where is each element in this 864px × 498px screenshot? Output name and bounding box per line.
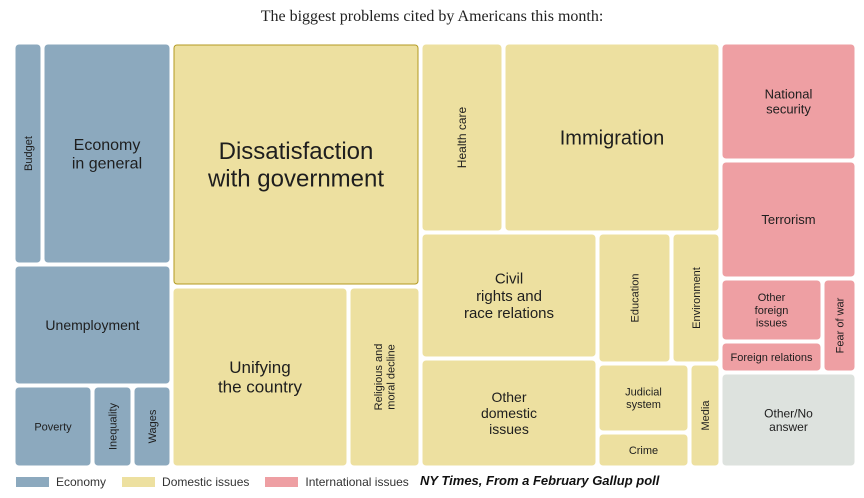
tile-label-health-care: Health care (455, 106, 469, 168)
tile-wages (134, 387, 170, 466)
legend-item-domestic: Domestic issues (122, 475, 249, 489)
legend-swatch-economy (16, 477, 49, 487)
tile-other-no-answer (722, 374, 855, 466)
tile-crime (599, 434, 688, 466)
tile-label-foreign-relations: Foreign relations (731, 352, 813, 364)
tile-label-other-domestic-issues: Other domestic issues (481, 389, 537, 437)
tile-label-crime: Crime (629, 445, 658, 457)
treemap-chart: Budget Economy in general Unemployment Pover… (15, 44, 855, 466)
tile-label-national-security: National security (765, 87, 813, 117)
tile-poverty (15, 387, 91, 466)
tile-civil-rights-and-race-relations (422, 234, 596, 357)
tile-label-education: Education (629, 274, 641, 323)
tile-national-security (722, 44, 855, 159)
tile-label-civil-rights-and-race-relations: Civil rights and race relations (464, 271, 554, 323)
tile-label-other-no-answer: Other/No answer (764, 406, 813, 434)
tile-label-economy-in-general: Economy in general (72, 137, 142, 172)
tile-label-media: Media (700, 400, 712, 431)
tile-foreign-relations (722, 343, 821, 371)
tile-other-foreign-issues (722, 280, 821, 340)
tile-budget (15, 44, 41, 263)
tile-label-dissatisfaction-with-government: Dissatisfaction with government (207, 138, 384, 193)
legend-label-domestic: Domestic issues (162, 475, 250, 489)
tile-other-domestic-issues (422, 360, 596, 466)
tile-label-inequality: Inequality (107, 402, 119, 450)
legend-label-international: International issues (305, 475, 409, 489)
tile-environment (673, 234, 719, 362)
tile-education (599, 234, 670, 362)
tile-unifying-the-country (173, 288, 347, 466)
chart-title: The biggest problems cited by Americans … (260, 8, 604, 25)
tile-religious-and-moral-decline (350, 288, 419, 466)
tile-label-unifying-the-country: Unifying the country (218, 358, 303, 397)
legend: Economy Domestic issues International is… (16, 472, 425, 492)
legend-item-international: International issues (265, 475, 409, 489)
tile-label-immigration: Immigration (560, 128, 664, 150)
tile-label-poverty: Poverty (34, 421, 72, 433)
tile-label-wages: Wages (147, 409, 159, 443)
legend-label-economy: Economy (56, 475, 107, 489)
tile-label-other-foreign-issues: Other foreign issues (755, 292, 789, 329)
tile-inequality (94, 387, 131, 466)
tile-media (691, 365, 719, 466)
tile-label-budget: Budget (23, 136, 35, 171)
tile-label-judicial-system: Judicial system (625, 387, 662, 412)
tile-dissatisfaction-with-government (173, 44, 419, 285)
source-note: NY Times, From a February Gallup poll (420, 473, 660, 488)
tile-label-fear-of-war: Fear of war (834, 297, 846, 353)
tile-immigration (505, 44, 719, 231)
tile-judicial-system (599, 365, 688, 431)
tile-terrorism (722, 162, 855, 277)
legend-swatch-domestic (122, 477, 156, 487)
tile-label-terrorism: Terrorism (761, 212, 815, 227)
tile-health-care (422, 44, 502, 231)
legend-swatch-international (265, 477, 299, 487)
legend-item-economy: Economy (16, 475, 106, 489)
tile-economy-in-general (44, 44, 170, 263)
tile-label-religious-and-moral-decline: Religious andmoral decline (373, 344, 398, 411)
tile-label-environment: Environment (691, 267, 703, 329)
tile-unemployment (15, 266, 170, 384)
tile-fear-of-war (824, 280, 855, 371)
tile-label-unemployment: Unemployment (45, 317, 139, 333)
